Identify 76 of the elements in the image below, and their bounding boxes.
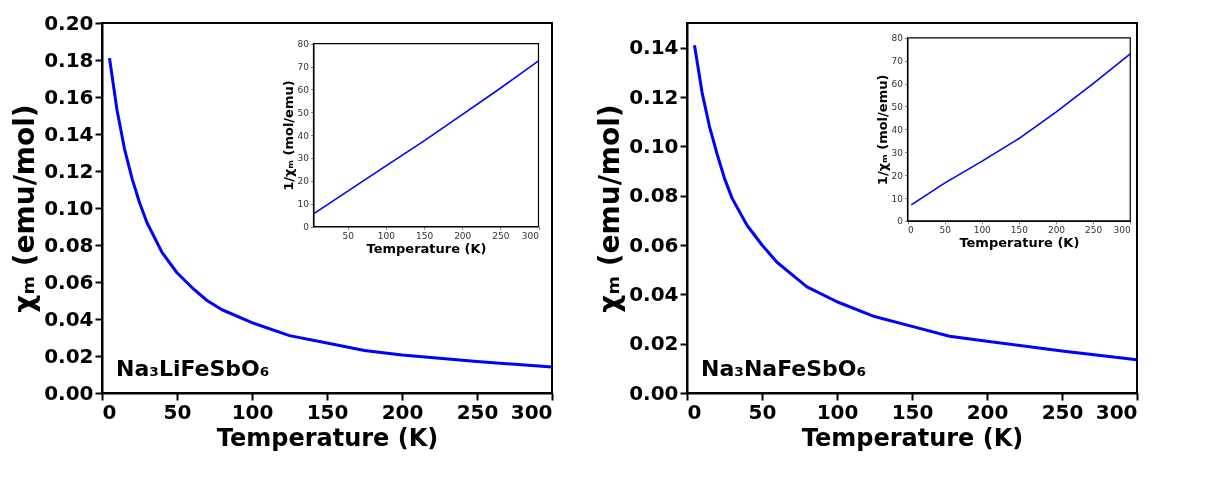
y-tick-label: 0.00: [629, 380, 679, 405]
y-tick-label: 20: [297, 176, 310, 187]
x-tick-label: 250: [456, 399, 499, 424]
x-tick-label: 200: [381, 399, 424, 424]
x-axis-title: Temperature (K): [366, 241, 487, 256]
y-tick-label: 70: [891, 56, 904, 67]
y-tick-label: 0.18: [44, 47, 94, 72]
x-tick-label: 0: [102, 399, 117, 424]
y-tick-label: 0.14: [629, 35, 679, 60]
y-tick-label: 60: [297, 84, 310, 95]
y-tick-label: 70: [297, 62, 310, 73]
x-tick-label: 50: [163, 399, 192, 424]
y-tick-label: 0.04: [44, 306, 94, 331]
x-tick-label: 50: [939, 225, 952, 236]
y-tick-label: 30: [297, 153, 310, 164]
y-axis-title: 1/χₘ (mol/emu): [874, 74, 890, 186]
y-tick-label: 0.12: [629, 84, 679, 109]
x-tick-label: 300: [1113, 225, 1132, 236]
y-tick-label: 0.12: [44, 158, 94, 183]
x-tick-label: 100: [231, 399, 274, 424]
x-tick-label: 50: [748, 399, 777, 424]
y-tick-label: 50: [891, 101, 904, 112]
y-tick-label: 0.02: [629, 331, 679, 356]
x-tick-label: 300: [521, 231, 540, 241]
x-axis-title: Temperature (K): [801, 423, 1024, 452]
y-axis-title: χₘ (emu/mol): [8, 104, 42, 313]
x-axis-title: Temperature (K): [959, 235, 1080, 251]
x-tick-label: 150: [1010, 225, 1029, 236]
line-series: [312, 60, 540, 215]
y-tick-label: 0: [897, 216, 904, 227]
y-tick-label: 80: [891, 33, 904, 44]
x-tick-label: 100: [973, 225, 992, 236]
line-series: [910, 53, 1132, 206]
x-tick-label: 250: [1085, 225, 1103, 236]
y-tick-label: 0.08: [629, 183, 679, 208]
x-tick-label: 300: [1095, 399, 1138, 424]
y-tick-label: 0.02: [44, 343, 94, 368]
y-tick-label: 20: [891, 170, 904, 181]
y-tick-label: 40: [891, 124, 904, 135]
x-tick-label: 200: [1047, 225, 1066, 236]
y-tick-label: 0.00: [44, 380, 94, 405]
y-tick-label: 0.20: [44, 10, 94, 35]
y-tick-label: 10: [891, 193, 904, 204]
x-tick-label: 200: [454, 231, 472, 241]
x-tick-label: 0: [687, 399, 702, 424]
x-tick-label: 250: [492, 231, 510, 241]
y-tick-label: 0.08: [44, 232, 94, 257]
x-tick-label: 200: [966, 399, 1009, 424]
y-tick-label: 0.04: [629, 281, 679, 306]
annotation: Na₃LiFeSbO₆: [116, 356, 270, 381]
y-tick-label: 0.14: [44, 121, 94, 146]
y-tick-label: 0.10: [629, 133, 679, 158]
x-axis-title: Temperature (K): [216, 423, 439, 452]
x-tick-label: 150: [416, 231, 434, 241]
y-tick-label: 0.10: [44, 195, 94, 220]
y-tick-label: 80: [297, 39, 310, 50]
line-series: [693, 43, 1139, 362]
y-axis-title: χₘ (emu/mol): [593, 104, 627, 313]
y-tick-label: 0.06: [629, 232, 679, 257]
y-tick-label: 0.16: [44, 84, 94, 109]
x-tick-label: 250: [1041, 399, 1084, 424]
y-axis-title: 1/χₘ (mol/emu): [280, 80, 296, 191]
y-tick-label: 50: [297, 107, 310, 118]
y-tick-label: 60: [891, 79, 904, 90]
x-tick-label: 150: [891, 399, 934, 424]
x-tick-label: 50: [342, 231, 355, 241]
x-tick-label: 150: [306, 399, 349, 424]
y-tick-label: 40: [297, 130, 310, 141]
x-tick-label: 300: [510, 399, 553, 424]
y-tick-label: 30: [891, 147, 904, 158]
x-tick-label: 0: [908, 225, 914, 236]
y-tick-label: 10: [297, 199, 310, 210]
annotation: Na₃NaFeSbO₆: [701, 356, 867, 381]
y-tick-label: 0.06: [44, 269, 94, 294]
x-tick-label: 100: [816, 399, 859, 424]
x-tick-label: 100: [377, 231, 396, 241]
